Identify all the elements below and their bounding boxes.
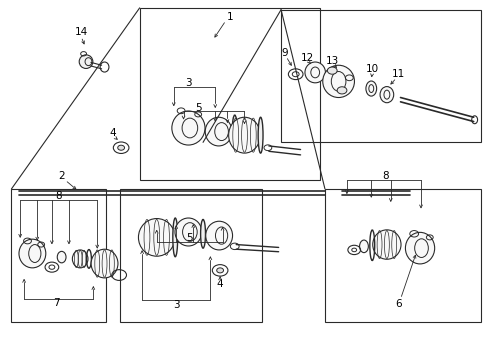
- Text: 8: 8: [55, 191, 61, 201]
- Ellipse shape: [57, 251, 66, 263]
- Ellipse shape: [228, 117, 260, 153]
- Text: 11: 11: [391, 69, 404, 79]
- Ellipse shape: [379, 87, 393, 103]
- Ellipse shape: [175, 218, 202, 246]
- Text: 3: 3: [173, 300, 179, 310]
- Ellipse shape: [79, 55, 93, 68]
- Text: 6: 6: [394, 299, 401, 309]
- Ellipse shape: [172, 218, 177, 257]
- Text: 13: 13: [325, 56, 338, 66]
- Text: 9: 9: [281, 48, 287, 58]
- Circle shape: [118, 145, 124, 150]
- Text: 7: 7: [53, 298, 60, 308]
- Text: 5: 5: [186, 233, 193, 243]
- Ellipse shape: [205, 221, 232, 250]
- Text: 2: 2: [58, 171, 65, 181]
- Ellipse shape: [365, 81, 376, 96]
- Circle shape: [336, 87, 346, 94]
- Ellipse shape: [205, 117, 232, 146]
- Ellipse shape: [72, 250, 88, 268]
- Ellipse shape: [305, 62, 325, 83]
- Text: 14: 14: [74, 27, 87, 37]
- Ellipse shape: [405, 232, 434, 264]
- Ellipse shape: [322, 65, 354, 98]
- Ellipse shape: [258, 117, 263, 153]
- Ellipse shape: [372, 230, 400, 259]
- Text: 3: 3: [185, 78, 191, 88]
- Ellipse shape: [171, 111, 204, 145]
- Ellipse shape: [359, 240, 367, 253]
- Circle shape: [216, 268, 223, 273]
- Ellipse shape: [138, 219, 175, 256]
- Circle shape: [327, 67, 336, 74]
- Ellipse shape: [19, 239, 46, 268]
- Ellipse shape: [232, 115, 237, 144]
- Text: 10: 10: [365, 64, 378, 74]
- Text: 8: 8: [382, 171, 388, 181]
- Ellipse shape: [200, 220, 205, 248]
- Text: 4: 4: [216, 279, 223, 289]
- Text: 1: 1: [226, 12, 233, 22]
- Ellipse shape: [91, 249, 118, 278]
- Text: 4: 4: [109, 129, 116, 138]
- Text: 12: 12: [301, 53, 314, 63]
- Text: 5: 5: [194, 103, 201, 113]
